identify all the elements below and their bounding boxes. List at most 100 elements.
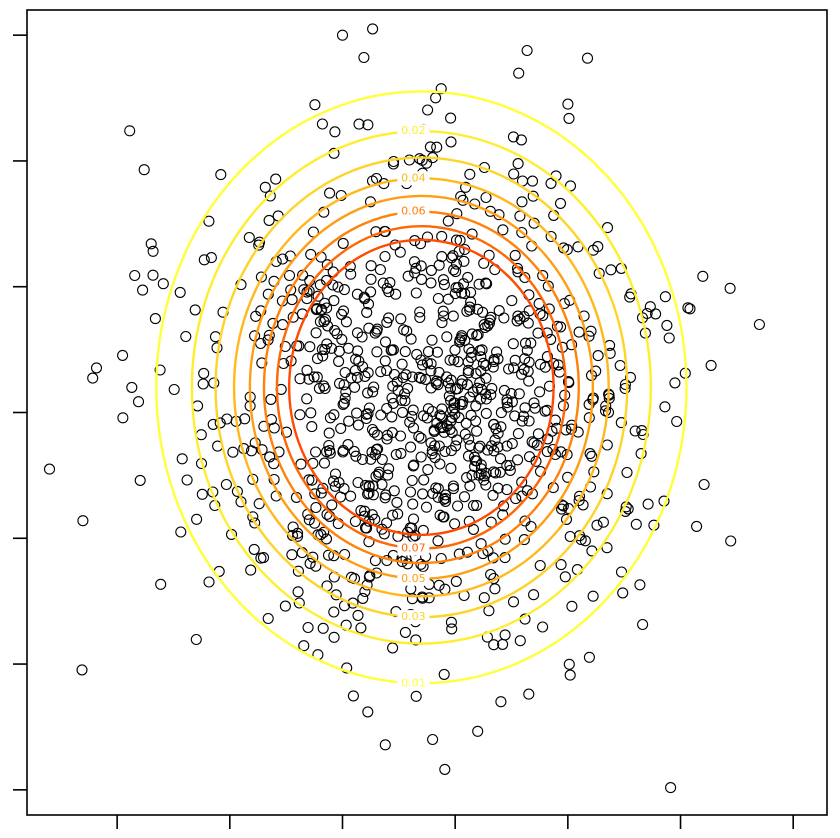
scatter-point [336, 29, 349, 41]
scatter-point [366, 509, 378, 521]
scatter-point [117, 349, 129, 361]
scatter-point [480, 277, 492, 289]
scatter-point [341, 662, 353, 674]
scatter-point [396, 406, 409, 418]
scatter-point [358, 291, 370, 303]
scatter-point [525, 520, 537, 533]
scatter-point [448, 264, 460, 276]
scatter-point [526, 436, 538, 448]
scatter-point [180, 330, 192, 343]
scatter-point [355, 622, 367, 634]
scatter-point [367, 23, 379, 35]
scatter-point [464, 480, 476, 492]
scatter-point [534, 559, 546, 572]
scatter-point [424, 141, 436, 153]
scatter-point [563, 658, 575, 670]
scatter-point [488, 356, 500, 368]
scatter-point [403, 154, 415, 166]
scatter-point [239, 413, 251, 425]
scatter-point [456, 398, 468, 411]
scatter-point [392, 384, 404, 396]
scatter-point [371, 325, 383, 337]
scatter-point [517, 410, 530, 422]
scatter-point [485, 440, 498, 452]
scatter-point [413, 371, 425, 383]
scatter-point [337, 398, 349, 410]
scatter-point [137, 284, 149, 296]
scatter-point [350, 353, 362, 365]
scatter-point [126, 381, 138, 393]
scatter-point [316, 118, 328, 130]
scatter-point [434, 458, 446, 470]
scatter-point [619, 382, 631, 395]
scatter-point [292, 530, 304, 542]
scatter-point [410, 634, 422, 646]
scatter-point [483, 605, 495, 617]
scatter-point [87, 372, 99, 384]
scatter-point [422, 346, 435, 358]
scatter-point [473, 278, 485, 290]
scatter-point [357, 592, 369, 604]
scatter-point [617, 587, 629, 599]
scatter-point [191, 513, 203, 525]
scatter-point [362, 367, 374, 379]
scatter-point [371, 346, 383, 358]
scatter-point [508, 168, 520, 180]
scatter-point [415, 558, 427, 570]
scatter-point [445, 374, 457, 386]
scatter-point [117, 412, 129, 424]
scatter-point [77, 515, 89, 527]
scatter-point [541, 446, 553, 458]
scatter-point [532, 327, 544, 339]
scatter-point [303, 514, 315, 526]
contour-label-bg-0.03 [397, 610, 430, 625]
scatter-point [399, 626, 411, 638]
scatter-point [360, 412, 372, 425]
scatter-point [363, 481, 375, 493]
scatter-point [437, 305, 449, 317]
scatter-point [516, 415, 528, 427]
scatter-point [405, 441, 417, 453]
scatter-point [363, 402, 375, 414]
scatter-point [315, 487, 327, 499]
scatter-point [532, 428, 544, 440]
scatter-point [476, 344, 488, 356]
scatter-point [310, 327, 322, 339]
scatter-point [327, 475, 340, 487]
scatter-point [557, 500, 569, 512]
scatter-point [314, 316, 326, 328]
scatter-point [433, 440, 445, 452]
scatter-point [426, 448, 438, 460]
scatter-point [409, 267, 421, 279]
scatter-point [370, 470, 382, 482]
scatter-point [456, 374, 468, 386]
scatter-point [214, 417, 226, 429]
scatter-point [303, 373, 315, 385]
scatter-point [584, 448, 596, 460]
scatter-point [323, 439, 335, 452]
scatter-point [391, 496, 403, 508]
scatter-point [514, 313, 526, 325]
scatter-point [521, 44, 533, 57]
scatter-point [559, 571, 571, 583]
scatter-point [471, 499, 483, 511]
scatter-point [504, 464, 516, 476]
scatter-point [430, 92, 442, 104]
scatter-point [293, 597, 305, 609]
scatter-point [352, 476, 364, 489]
scatter-point [415, 432, 427, 444]
scatter-point [465, 409, 477, 421]
scatter-point [292, 586, 304, 598]
scatter-point [442, 293, 454, 305]
scatter-point [422, 104, 434, 116]
scatter-point [495, 696, 507, 708]
scatter-point [328, 606, 340, 618]
scatter-point [516, 476, 528, 488]
scatter-point [421, 231, 434, 243]
scatter-point [247, 473, 259, 485]
scatter-point [445, 136, 457, 148]
scatter-point [365, 286, 377, 298]
scatter-point [145, 238, 157, 250]
scatter-point [478, 592, 490, 604]
scatter-point [579, 535, 591, 547]
